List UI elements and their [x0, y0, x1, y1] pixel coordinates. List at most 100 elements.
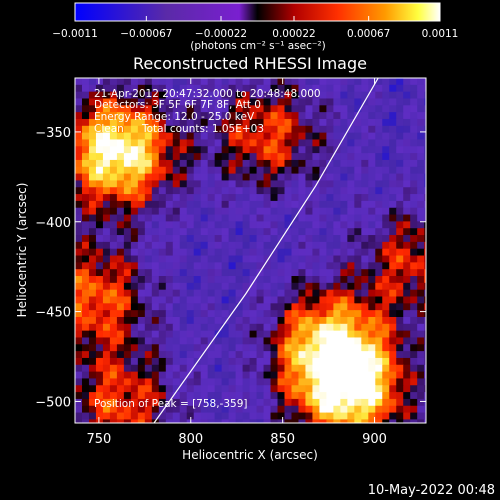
heatmap-cell: [158, 180, 167, 188]
heatmap-cell: [144, 132, 153, 141]
heatmap-cell: [305, 132, 314, 141]
heatmap-cell: [389, 255, 397, 263]
heatmap-cell: [298, 159, 307, 168]
heatmap-cell: [193, 132, 202, 141]
heatmap-cell: [214, 262, 223, 270]
heatmap-cell: [200, 166, 209, 175]
heatmap-cell: [193, 153, 202, 161]
heatmap-cell: [284, 214, 293, 222]
heatmap-cell: [137, 214, 146, 222]
heatmap-cell: [95, 214, 104, 222]
heatmap-cell: [312, 364, 321, 373]
heatmap-cell: [235, 105, 244, 113]
heatmap-cell: [291, 132, 300, 141]
heatmap-cell: [263, 221, 272, 229]
heatmap-cell: [109, 378, 118, 386]
heatmap-cell: [375, 194, 383, 202]
heatmap-cell: [312, 344, 321, 352]
heatmap-cell: [207, 310, 216, 318]
heatmap-cell: [340, 344, 348, 352]
heatmap-cell: [410, 166, 418, 175]
heatmap-cell: [361, 412, 369, 421]
heatmap-cell: [144, 248, 153, 257]
heatmap-cell: [88, 180, 97, 188]
heatmap-cell: [277, 262, 286, 270]
heatmap-cell: [403, 344, 411, 352]
heatmap-cell: [361, 262, 369, 270]
heatmap-cell: [375, 173, 383, 182]
heatmap-cell: [389, 351, 397, 359]
heatmap-cell: [249, 378, 258, 386]
heatmap-cell: [242, 166, 251, 175]
heatmap-cell: [242, 412, 251, 421]
heatmap-cell: [368, 371, 376, 380]
heatmap-cell: [130, 91, 139, 100]
heatmap-cell: [172, 194, 181, 202]
heatmap-cell: [207, 323, 216, 332]
annotation-total-counts: Total counts: 1.05E+03: [141, 123, 264, 135]
heatmap-cell: [424, 337, 426, 345]
heatmap-cell: [102, 118, 111, 127]
heatmap-cell: [375, 316, 383, 325]
heatmap-cell: [130, 296, 139, 304]
heatmap-cell: [403, 385, 411, 393]
heatmap-cell: [319, 146, 327, 154]
heatmap-cell: [172, 412, 181, 421]
heatmap-cell: [298, 105, 307, 113]
heatmap-cell: [417, 132, 425, 141]
heatmap-cell: [144, 166, 153, 175]
heatmap-cell: [214, 323, 223, 332]
heatmap-cell: [249, 125, 258, 134]
heatmap-cell: [88, 132, 97, 141]
heatmap-cell: [375, 200, 383, 209]
heatmap-cell: [165, 187, 174, 195]
heatmap-cell: [130, 419, 139, 423]
heatmap-cell: [235, 180, 244, 188]
heatmap-cell: [228, 153, 237, 161]
heatmap-cell: [396, 207, 404, 216]
heatmap-cell: [88, 330, 97, 339]
heatmap-cell: [270, 187, 279, 195]
heatmap-cell: [179, 412, 188, 421]
heatmap-cell: [158, 303, 167, 311]
heatmap-cell: [137, 98, 146, 106]
heatmap-cell: [417, 262, 425, 270]
heatmap-cell: [165, 118, 174, 127]
heatmap-cell: [305, 84, 314, 93]
heatmap-cell: [396, 303, 404, 311]
heatmap-cell: [200, 207, 209, 216]
heatmap-cell: [123, 303, 132, 311]
heatmap-cell: [417, 398, 425, 407]
heatmap-cell: [277, 330, 286, 339]
heatmap-cell: [319, 255, 327, 263]
heatmap-cell: [298, 289, 307, 298]
heatmap-cell: [403, 221, 411, 229]
heatmap-cell: [396, 289, 404, 298]
heatmap-cell: [137, 316, 146, 325]
heatmap-cell: [284, 200, 293, 209]
heatmap-cell: [228, 187, 237, 195]
heatmap-cell: [137, 221, 146, 229]
heatmap-cell: [312, 235, 321, 243]
heatmap-cell: [333, 166, 341, 175]
heatmap-cell: [354, 255, 362, 263]
heatmap-cell: [242, 405, 251, 414]
heatmap-cell: [81, 146, 90, 154]
heatmap-cell: [221, 241, 230, 250]
heatmap-cell: [130, 105, 139, 113]
heatmap-cell: [165, 235, 174, 243]
heatmap-cell: [81, 310, 90, 318]
heatmap-cell: [116, 78, 125, 86]
heatmap-cell: [81, 351, 90, 359]
heatmap-cell: [298, 282, 307, 291]
heatmap-cell: [277, 228, 286, 236]
heatmap-cell: [172, 235, 181, 243]
heatmap-cell: [151, 344, 160, 352]
heatmap-cell: [158, 289, 167, 298]
heatmap-cell: [319, 207, 327, 216]
x-axis-label: Heliocentric X (arcsec): [182, 448, 318, 462]
heatmap-cell: [403, 323, 411, 332]
heatmap-cell: [361, 118, 369, 127]
heatmap-cell: [277, 398, 286, 407]
heatmap-cell: [186, 118, 195, 127]
